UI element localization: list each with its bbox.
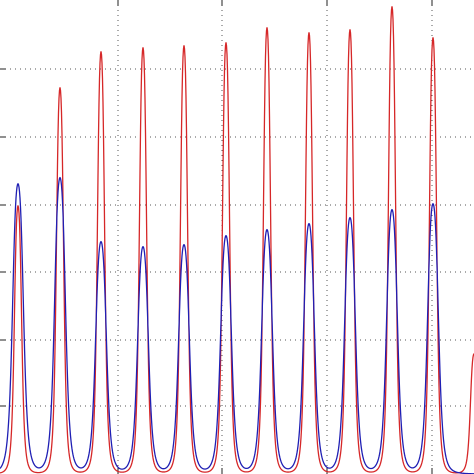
series-0-peak-3 xyxy=(142,47,144,49)
series-1-peak-5 xyxy=(225,235,227,237)
series-0-peak-9 xyxy=(391,6,393,8)
series-1-peak-3 xyxy=(142,246,144,248)
series-0-peak-7 xyxy=(308,32,310,34)
series-1-peak-2 xyxy=(100,241,102,243)
series-group xyxy=(0,6,474,474)
series-0-peak-8 xyxy=(349,29,351,31)
series-0-peak-5 xyxy=(225,42,227,44)
series-1-peak-7 xyxy=(308,223,310,225)
series-0-peak-1 xyxy=(59,87,61,89)
series-1-peak-4 xyxy=(183,244,185,246)
series-0-peak-10 xyxy=(432,37,434,39)
series-1-peak-8 xyxy=(349,217,351,219)
series-0-peak-0 xyxy=(17,205,19,207)
series-0-peak-6 xyxy=(266,27,268,29)
series-1-peak-1 xyxy=(59,177,61,179)
series-line-1 xyxy=(0,176,474,474)
series-0-peak-2 xyxy=(100,51,102,53)
series-0-peak-4 xyxy=(183,45,185,47)
series-1-peak-9 xyxy=(391,209,393,211)
series-line-0 xyxy=(0,6,474,474)
series-1-peak-10 xyxy=(432,203,434,205)
series-1-peak-6 xyxy=(266,229,268,231)
series-1-peak-0 xyxy=(17,183,19,185)
